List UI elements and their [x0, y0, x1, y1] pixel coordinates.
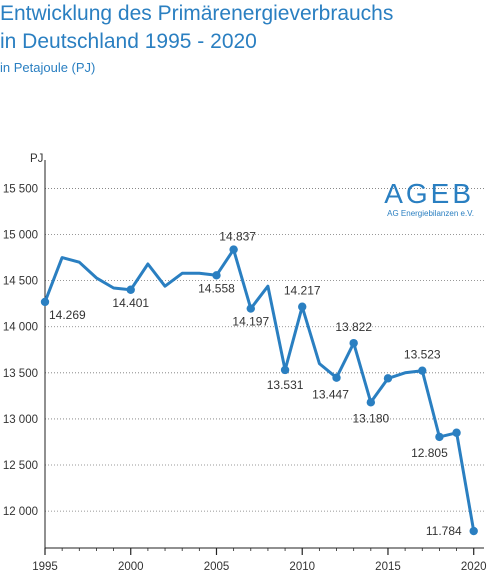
data-label: 13.180	[352, 411, 389, 425]
series-primary-energy	[40, 245, 478, 536]
logo-subtext: AG Energiebilanzen e.V.	[387, 209, 474, 218]
data-point-marker	[332, 373, 341, 382]
y-tick-label: 14 000	[3, 322, 38, 334]
y-tick-label: 13 500	[3, 368, 38, 380]
y-axis-unit-label: PJ	[30, 153, 43, 165]
x-tick-label: 2000	[118, 561, 144, 573]
grid-lines	[45, 188, 484, 512]
data-labels: 14.269 14.401 14.558 14.837 14.197 13.531 14.2…	[49, 230, 462, 538]
data-label: 13.523	[404, 348, 441, 362]
y-tick-label: 12 000	[3, 506, 38, 518]
y-tick-label: 14 500	[3, 276, 38, 288]
y-tick-label: 15 500	[3, 183, 38, 195]
x-tick-label: 2020	[461, 561, 487, 573]
data-label: 14.401	[112, 296, 149, 310]
y-tick-label: 13 000	[3, 414, 38, 426]
data-label: 13.822	[335, 320, 372, 334]
data-point-marker	[435, 432, 444, 442]
axes: 12 000 12 500 13 000 13 500 14 000 14 500 15 0…	[3, 153, 487, 573]
chart-title-line-2: in Deutschland 1995 - 2020	[0, 30, 257, 53]
data-point-marker	[469, 526, 478, 536]
data-point-marker	[280, 365, 290, 375]
y-tick-label: 12 500	[3, 460, 38, 472]
x-tick-label: 1995	[32, 561, 58, 573]
x-tick-label: 2015	[375, 561, 401, 573]
data-label: 13.531	[267, 378, 304, 392]
data-point-marker	[366, 398, 376, 407]
x-tick-label: 2010	[289, 561, 315, 573]
series-line	[43, 248, 476, 533]
y-tick-label: 15 000	[3, 230, 38, 242]
data-point-marker	[246, 304, 255, 313]
data-label: 14.217	[284, 284, 321, 298]
data-point-marker	[212, 271, 221, 280]
ageb-logo: AGEB AG Energiebilanzen e.V.	[384, 178, 474, 218]
data-point-marker	[298, 302, 307, 311]
data-point-marker	[349, 338, 358, 348]
data-point-marker	[418, 366, 427, 375]
data-point-marker	[229, 245, 238, 254]
data-point-marker	[383, 374, 393, 383]
data-label: 14.269	[49, 308, 86, 322]
data-label: 12.805	[411, 446, 448, 460]
data-label: 11.784	[426, 524, 462, 538]
x-tick-label: 2005	[204, 561, 230, 573]
data-label: 13.447	[312, 388, 349, 402]
chart-subtitle: in Petajoule (PJ)	[0, 60, 96, 75]
data-point-marker	[40, 297, 50, 307]
data-label: 14.837	[219, 230, 256, 244]
logo-text: AGEB	[384, 178, 474, 209]
chart-title: Entwicklung des Primärenergieverbrauchs …	[0, 0, 480, 56]
data-label: 14.558	[198, 281, 235, 295]
data-point-marker	[452, 428, 461, 437]
data-point-marker	[126, 285, 135, 294]
data-label: 14.197	[232, 315, 269, 329]
chart-title-line-1: Entwicklung des Primärenergieverbrauchs	[0, 2, 394, 25]
